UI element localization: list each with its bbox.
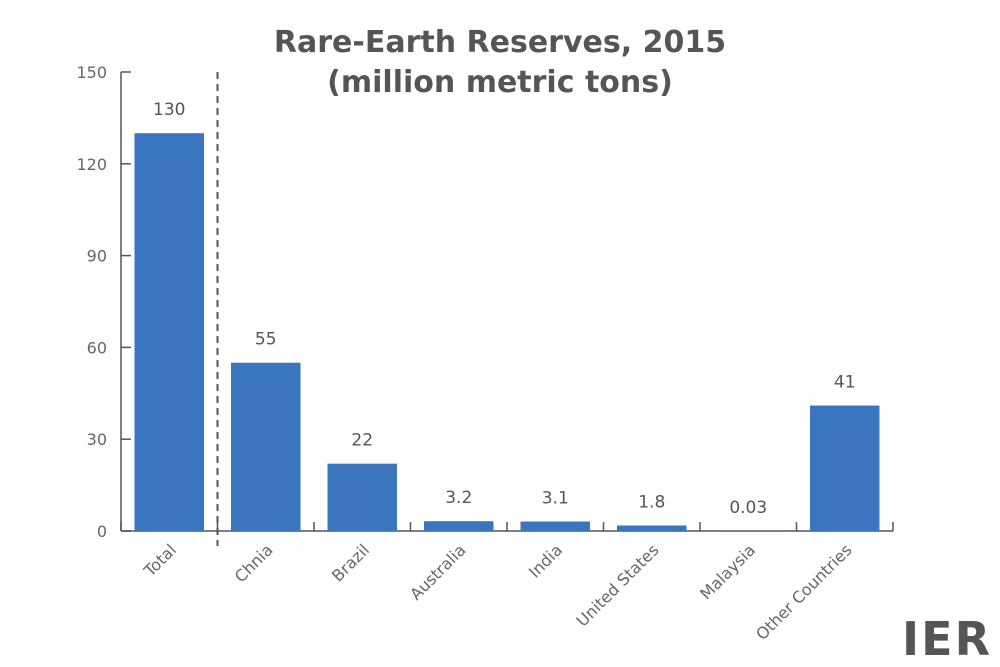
data-labels: 130 55 22 3.2 3.1 1.8 0.03 41 bbox=[153, 100, 856, 518]
y-tick-label: 0 bbox=[97, 522, 107, 541]
bar-total bbox=[134, 133, 204, 531]
data-label: 3.1 bbox=[542, 489, 569, 509]
category-label: Brazil bbox=[328, 540, 373, 585]
category-label: Australia bbox=[406, 540, 469, 603]
data-label: 55 bbox=[255, 330, 277, 350]
bar-united-states bbox=[617, 525, 687, 531]
category-label: United States bbox=[573, 540, 663, 630]
data-label: 41 bbox=[834, 373, 856, 393]
bars bbox=[134, 133, 880, 531]
bar-other-countries bbox=[810, 405, 880, 531]
category-label: India bbox=[525, 540, 566, 581]
data-label: 0.03 bbox=[729, 498, 767, 518]
category-label: Malaysia bbox=[696, 540, 759, 603]
y-tick-label: 150 bbox=[76, 63, 107, 82]
y-axis: 0 30 60 90 120 150 bbox=[76, 63, 131, 541]
category-label: Chnia bbox=[231, 540, 277, 586]
chart-title-line-2: (million metric tons) bbox=[327, 65, 673, 100]
category-label: Other Countries bbox=[752, 540, 855, 643]
data-label: 3.2 bbox=[445, 488, 472, 508]
chart-title-line-1: Rare-Earth Reserves, 2015 bbox=[274, 25, 726, 60]
bar-india bbox=[520, 521, 590, 531]
category-label: Total bbox=[140, 540, 181, 581]
y-tick-label: 30 bbox=[87, 430, 107, 449]
category-labels: Total Chnia Brazil Australia India United Sta… bbox=[140, 540, 856, 643]
y-tick-label: 60 bbox=[87, 338, 107, 357]
y-tick-label: 120 bbox=[76, 155, 107, 174]
data-label: 1.8 bbox=[638, 492, 665, 512]
ier-logo: IER bbox=[902, 612, 992, 666]
data-label: 22 bbox=[351, 431, 373, 451]
data-label: 130 bbox=[153, 100, 185, 120]
bar-chnia bbox=[231, 362, 301, 531]
bar-brazil bbox=[327, 463, 397, 531]
bar-australia bbox=[424, 521, 494, 531]
y-tick-label: 90 bbox=[87, 247, 107, 266]
